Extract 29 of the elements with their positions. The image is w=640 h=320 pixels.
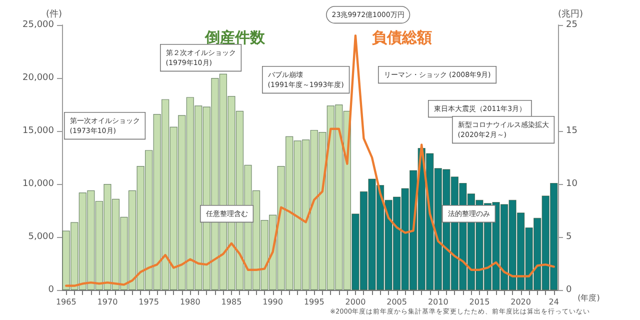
y2-tick-label: 10: [566, 179, 578, 189]
y2-tick-label: 15: [566, 126, 578, 136]
x-tick-label: 1990: [262, 298, 283, 306]
y-tick-label: 20,000: [22, 73, 54, 83]
x-tick-label: 1970: [97, 298, 118, 306]
x-tick-label: 1965: [56, 298, 76, 306]
y-tick-label: 0: [48, 285, 54, 295]
x-tick-label: 1975: [138, 298, 159, 306]
x-tick-label: 2000: [345, 298, 366, 306]
y-tick-label: 10,000: [22, 179, 54, 189]
series-label: 負債総額: [372, 28, 432, 46]
y-tick-label: 5,000: [28, 232, 54, 242]
y2-tick-label: 5: [566, 232, 572, 242]
x-tick-label: 2020: [510, 298, 531, 306]
y2-tick-label: 25: [566, 20, 578, 30]
x-tick-label: 24: [548, 298, 559, 306]
x-tick-label: 1995: [304, 298, 324, 306]
y-tick-label: 15,000: [22, 126, 54, 136]
x-tick-label: 1980: [180, 298, 200, 306]
x-tick-label: 2010: [428, 298, 448, 306]
x-tick-label: 2005: [386, 298, 407, 306]
x-axis-title: (年度): [578, 294, 600, 302]
text: 倒産件数: [204, 28, 266, 46]
y-tick-label: 25,000: [22, 20, 54, 30]
y2-axis-title: (兆円): [558, 8, 584, 20]
x-tick-label: 1985: [221, 298, 242, 306]
y-axis-title: (件): [46, 8, 62, 20]
y2-tick-label: 0: [566, 285, 572, 295]
x-tick-label: 2015: [469, 298, 490, 306]
